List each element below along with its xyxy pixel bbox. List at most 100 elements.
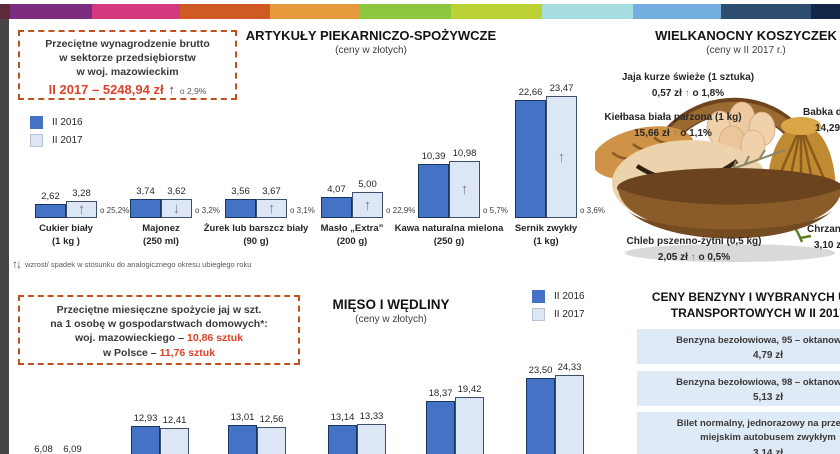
transport-row-price: 3,14 zł (752, 447, 784, 454)
wage-box-line: Przeciętne wynagrodzenie brutto (45, 38, 210, 50)
transport-row-label: Bilet normalny, jednorazowy na przejazd (676, 418, 840, 429)
eggs-box-line: na 1 osobę w gospodarstwach domowych*: (50, 318, 268, 331)
up-arrow-icon: ↑ (168, 81, 175, 97)
price-text: 2,05 zł (657, 252, 688, 263)
left-edge-bar (0, 19, 9, 454)
bar-2016 (225, 199, 256, 218)
change-text: o 0,5% (698, 252, 731, 263)
strip-segment (0, 4, 10, 19)
strip-segment (542, 4, 633, 19)
bar-value-2016: 3,74 (136, 186, 155, 197)
bar-2017 (161, 199, 192, 218)
up-arrow-icon: ↑ (363, 196, 372, 214)
bar-value-2017: 19,42 (457, 384, 482, 395)
bar-2017 (449, 161, 480, 218)
meat-subtitle-text: (ceny w złotych) (355, 314, 427, 325)
easter-subtitle-text: (ceny w II 2017 r.) (706, 45, 786, 56)
bar-value-2016: 18,37 (428, 388, 453, 399)
percent-change-label: o 3,2% (195, 206, 220, 215)
bar-value-2016: 6,08 (34, 444, 53, 454)
up-arrow-icon: ↑ (684, 88, 690, 99)
percent-change-label: o 5,7% (483, 206, 508, 215)
bar-2017 (555, 375, 584, 454)
bar-value-2017: 3,28 (72, 188, 91, 199)
bar-value-2016: 3,56 (231, 186, 250, 197)
bar-2017 (357, 424, 386, 454)
strip-segment (180, 4, 270, 19)
wage-box-value: II 2017 – 5248,94 zł ↑ o 2,9% (20, 81, 235, 99)
region-prefix: woj. mazowieckiego – (74, 332, 187, 345)
bar-value-2017: 13,33 (359, 411, 384, 422)
bar-value-2016: 12,93 (133, 413, 158, 424)
legend-label-2016: II 2016 (554, 291, 585, 302)
bar-value-2017: 6,09 (63, 444, 82, 454)
easter-title-text: WIELKANOCNY KOSZYCZEK (655, 28, 837, 43)
item-price: 15,66 zł ↑ o 1,1% (574, 126, 772, 142)
legend-item-2016: II 2016 (30, 116, 83, 129)
basket-item-eggs-label: Jaja kurze świeże (1 sztuka) 0,57 zł ↑ o… (590, 70, 786, 102)
bar-2016 (131, 426, 160, 454)
transport-title-line1: CENY BENZYNY I WYBRANYCH USŁUG (651, 290, 840, 304)
up-arrow-icon: ↑ (77, 201, 86, 218)
item-name: Chleb pszenno-żytni (0,5 kg) (626, 236, 762, 247)
transport-row-petrol-98: Benzyna bezołowiowa, 98 – oktanowa 1 l 5… (637, 371, 840, 406)
bar-2017 (66, 201, 97, 218)
bar-2016 (321, 197, 352, 218)
transport-section-title: CENY BENZYNY I WYBRANYCH USŁUG TRANSPORT… (616, 289, 840, 321)
transport-row-bus-ticket: Bilet normalny, jednorazowy na przejazd … (637, 412, 840, 454)
legend-meat: II 2016 II 2017 (532, 290, 585, 326)
category-label: Masło „Extra” (320, 223, 384, 234)
transport-row-petrol-95: Benzyna bezołowiowa, 95 – oktanowa 1 l 4… (637, 329, 840, 364)
basket-eggs (706, 101, 776, 161)
item-name: Babka dro (803, 107, 840, 118)
category-label: Sernik zwykły (514, 223, 578, 234)
legend-label-2017: II 2017 (52, 135, 83, 146)
up-arrow-icon: ↑ (460, 181, 469, 198)
legend-swatch-2016 (30, 116, 43, 129)
poland-value: 11,76 sztuk (159, 346, 216, 359)
item-price: 14,29 z (815, 123, 840, 134)
bar-value-2016: 23,50 (528, 365, 553, 376)
easter-basket-illustration (595, 97, 840, 262)
item-name: Kiełbasa biała parzona (1 kg) (604, 112, 742, 123)
legend-item-2017: II 2017 (30, 134, 83, 147)
up-arrow-icon: ↑ (690, 252, 696, 263)
transport-row-price: 4,79 zł (752, 350, 784, 362)
bar-2016 (130, 199, 161, 218)
bar-2016 (426, 401, 455, 454)
chart-footnote: ↑↓ wzrost/ spadek w stosunku do analogic… (12, 257, 251, 271)
basket-item-bread-label: Chleb pszenno-żytni (0,5 kg) 2,05 zł ↑ o… (596, 234, 792, 266)
poland-prefix: w Polsce – (102, 346, 160, 359)
category-label: Kawa naturalna mielona (394, 223, 504, 234)
up-arrow-icon: ↑ (557, 148, 566, 166)
footnote-text: wzrost/ spadek w stosunku do analogiczne… (25, 259, 252, 269)
eggs-box-line: Przeciętne miesięczne spożycie jaj w szt… (56, 304, 262, 316)
transport-row-label: miejskim autobusem zwykłym (700, 432, 836, 444)
up-arrow-icon: ↑ (267, 200, 276, 217)
bar-value-2017: 12,56 (259, 414, 284, 425)
percent-change-label: o 22,9% (386, 206, 416, 215)
bar-value-2016: 13,14 (330, 412, 355, 423)
wage-box-line: w sektorze przedsiębiorstw (59, 51, 196, 64)
bar-2017 (160, 428, 189, 454)
strip-segment (10, 4, 92, 19)
bakery-section-title: ARTYKUŁY PIEKARNICZO-SPOŻYWCZE (ceny w z… (240, 28, 502, 56)
bar-2017 (455, 397, 484, 454)
item-name: Jaja kurze świeże (1 sztuka) (621, 72, 755, 83)
strip-segment (633, 4, 721, 19)
category-size-label: (200 g) (336, 236, 368, 247)
bar-2017 (257, 427, 286, 454)
bar-value-2016: 22,66 (518, 87, 543, 98)
bar-value-2017: 23,47 (549, 83, 574, 94)
bar-value-2017: 3,62 (167, 186, 186, 197)
legend-item-2017: II 2017 (532, 308, 585, 321)
percent-change-label: o 25,2% (100, 206, 130, 215)
transport-row-label: Benzyna bezołowiowa, 95 – oktanowa 1 l (676, 335, 840, 346)
bar-value-2017: 5,00 (358, 179, 377, 190)
basket-item-horseradish-label: Chrzan t 3,10 z (807, 222, 840, 254)
eggs-box-line: woj. mazowieckiego – 10,86 sztuk (20, 331, 298, 345)
legend-label-2017: II 2017 (554, 309, 585, 320)
change-text: o 1,1% (680, 128, 712, 139)
bar-value-2017: 12,41 (162, 415, 187, 426)
